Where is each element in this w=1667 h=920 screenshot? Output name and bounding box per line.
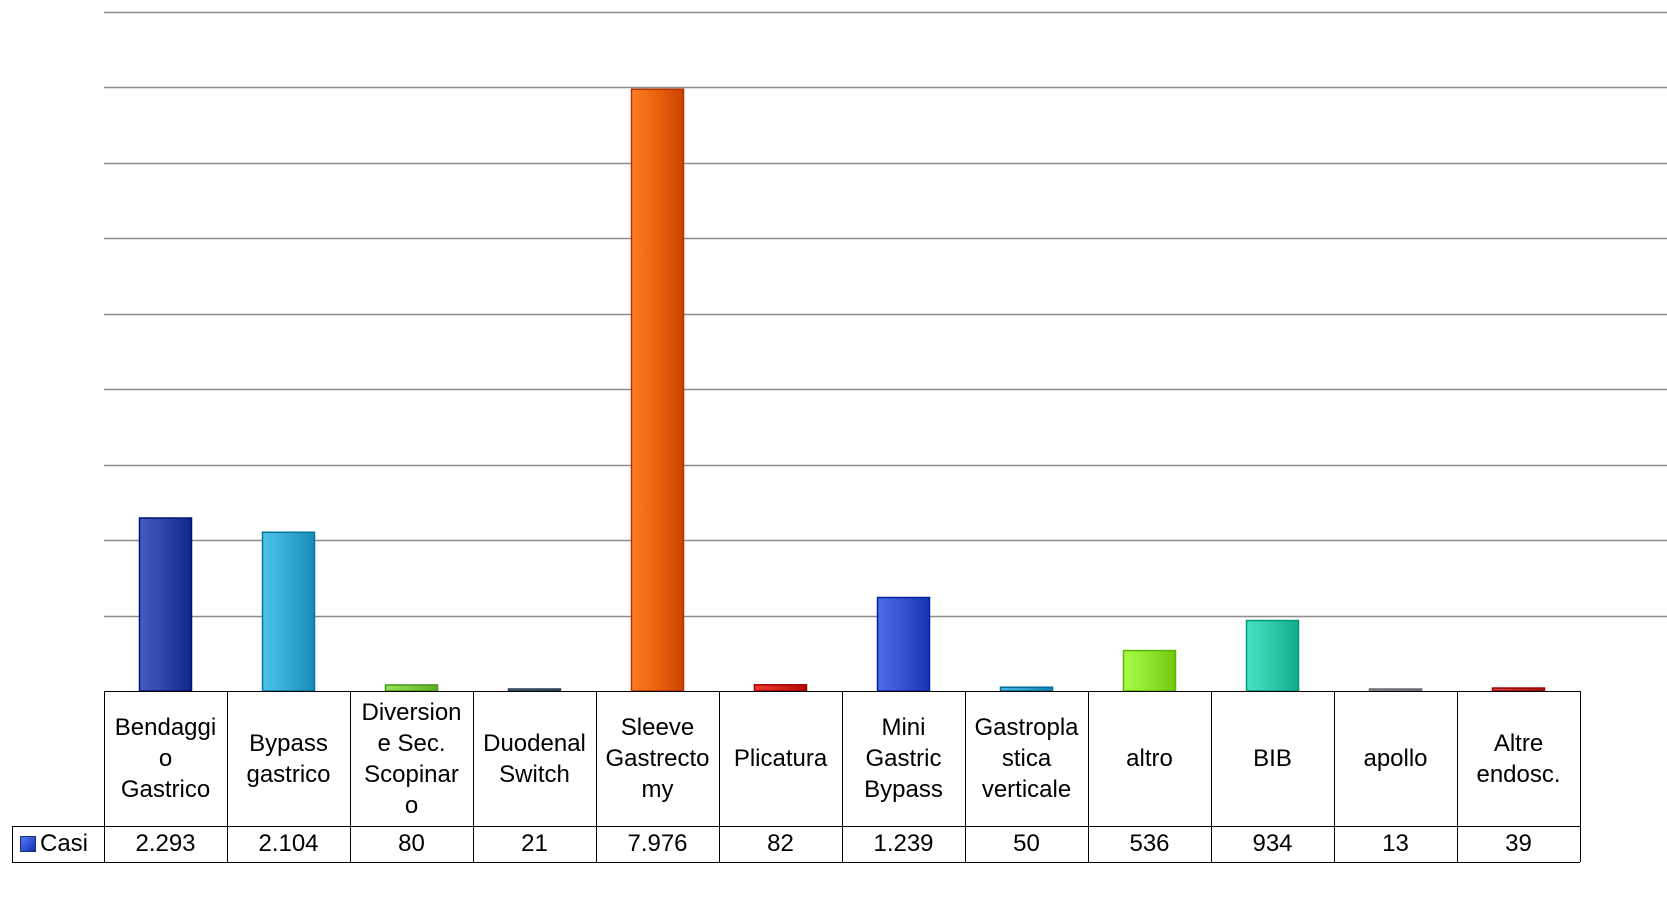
data-value-label: 2.293 bbox=[135, 830, 196, 857]
bar-0 bbox=[138, 517, 193, 692]
grid-lines bbox=[104, 11, 1667, 618]
category-label: apollo bbox=[1363, 745, 1428, 772]
bar-1 bbox=[261, 531, 316, 692]
category-label: Bendaggi o Gastrico bbox=[114, 714, 217, 803]
data-value-label: 2.104 bbox=[258, 830, 319, 857]
data-table bbox=[12, 691, 1581, 863]
data-value-label: 21 bbox=[521, 830, 548, 857]
data-value-label: 39 bbox=[1505, 830, 1532, 857]
category-label: Diversion e Sec. Scopinar o bbox=[361, 698, 462, 819]
category-label: Gastropla stica verticale bbox=[974, 714, 1079, 803]
data-value-label: 13 bbox=[1382, 830, 1409, 857]
bar-6 bbox=[876, 596, 931, 692]
data-value-label: 82 bbox=[767, 830, 794, 857]
category-label: altro bbox=[1126, 745, 1173, 772]
data-value-label: 50 bbox=[1013, 830, 1040, 857]
data-value-label: 80 bbox=[398, 830, 425, 857]
bar-8 bbox=[1122, 649, 1177, 692]
category-label: Plicatura bbox=[733, 745, 828, 772]
bars bbox=[138, 88, 1546, 692]
bar-9 bbox=[1245, 619, 1300, 692]
data-value-label: 536 bbox=[1129, 830, 1170, 857]
category-label: Duodenal Switch bbox=[483, 729, 586, 788]
category-label: Altre endosc. bbox=[1476, 729, 1561, 788]
data-value-label: 7.976 bbox=[627, 830, 688, 857]
data-value-label: 1.239 bbox=[873, 830, 934, 857]
category-label: Bypass gastrico bbox=[246, 729, 331, 788]
bar-4 bbox=[630, 88, 685, 692]
category-label: Sleeve Gastrecto my bbox=[605, 714, 710, 803]
category-label: Mini Gastric Bypass bbox=[864, 714, 943, 803]
legend-entry: Casi bbox=[12, 826, 104, 862]
legend-swatch bbox=[20, 836, 36, 852]
legend-label: Casi bbox=[40, 830, 89, 857]
category-label: BIB bbox=[1253, 745, 1292, 772]
data-value-label: 934 bbox=[1252, 830, 1293, 857]
